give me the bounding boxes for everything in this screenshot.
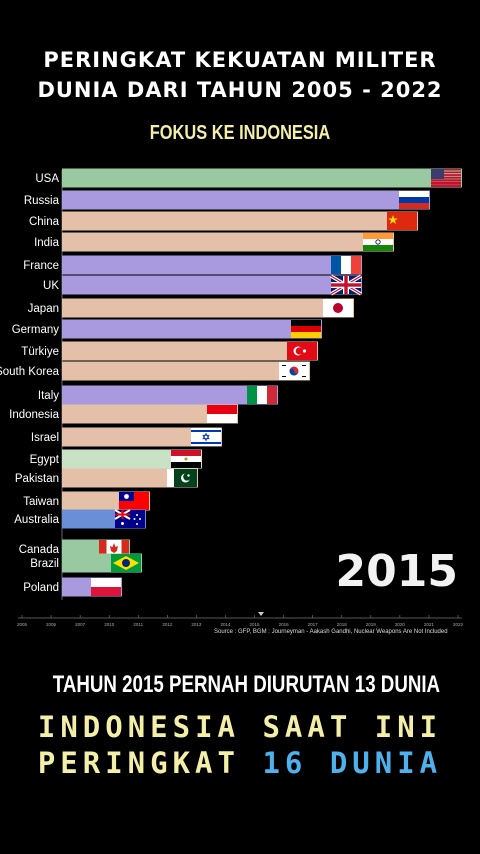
x-tick-label-2022: 2022 xyxy=(453,622,464,627)
taiwan-flag-icon xyxy=(119,492,149,510)
x-tick-label-2011: 2011 xyxy=(133,622,143,627)
label-usa: USA xyxy=(35,173,59,185)
year-label: 2015 xyxy=(335,546,458,597)
subtitle: FOKUS KE INDONESIA xyxy=(149,122,331,144)
bar-russia xyxy=(62,190,430,210)
brazil-flag-icon xyxy=(111,554,141,572)
bar-israel xyxy=(62,427,222,447)
x-tick-label-2020: 2020 xyxy=(395,622,406,627)
turkey-flag-icon xyxy=(287,342,317,360)
bar-india xyxy=(62,232,394,252)
pakistan-flag-icon xyxy=(167,469,197,487)
caption-current-rank: PERINGKAT 16 DUNIA xyxy=(0,746,480,780)
title-line-1: PERINGKAT KEKUATAN MILITER xyxy=(43,48,437,72)
label-china: China xyxy=(29,216,60,228)
bar-south-korea xyxy=(62,361,310,381)
x-tick-label-2007: 2007 xyxy=(75,622,86,627)
label-canada: Canada xyxy=(19,544,60,556)
label-france: France xyxy=(23,260,59,272)
x-tick-label-2021: 2021 xyxy=(424,622,435,627)
italy-flag-icon xyxy=(247,386,277,404)
bar-usa xyxy=(62,168,462,188)
label-russia: Russia xyxy=(24,195,60,207)
germany-flag-icon xyxy=(291,320,321,338)
poland-flag-icon xyxy=(91,578,121,596)
us-flag-icon xyxy=(431,169,461,187)
label-australia: Australia xyxy=(14,514,59,526)
label-brazil: Brazil xyxy=(30,558,59,570)
india-flag-icon xyxy=(363,233,393,251)
bar-germany xyxy=(62,319,322,339)
label-south-korea: South Korea xyxy=(0,366,60,378)
israel-flag-icon xyxy=(191,428,221,446)
timeline-marker xyxy=(258,612,264,616)
x-tick-label-2012: 2012 xyxy=(162,622,173,627)
uk-flag-icon xyxy=(330,274,362,296)
bar-egypt xyxy=(62,449,202,469)
indonesia-flag-icon xyxy=(207,405,237,423)
label-italy: Italy xyxy=(38,390,59,402)
label-india: India xyxy=(34,237,60,249)
bar-indonesia xyxy=(62,404,238,424)
x-tick-label-2014: 2014 xyxy=(220,622,231,627)
label-t-rkiye: Türkiye xyxy=(21,346,59,358)
caption-rank-2015: TAHUN 2015 PERNAH DIURUTAN 13 DUNIA xyxy=(52,671,441,698)
label-taiwan: Taiwan xyxy=(23,496,59,508)
caption-current-line: INDONESIA SAAT INI xyxy=(37,710,443,744)
bar-japan xyxy=(62,298,354,318)
x-tick-label-2015: 2015 xyxy=(250,622,261,627)
label-poland: Poland xyxy=(23,582,59,594)
x-tick-label-2017: 2017 xyxy=(308,622,319,627)
bar-uk xyxy=(62,275,362,295)
bar-italy xyxy=(62,385,278,405)
label-indonesia: Indonesia xyxy=(9,409,59,421)
x-tick-label-2005: 2005 xyxy=(17,622,28,627)
bar-china xyxy=(62,211,418,231)
china-flag-icon xyxy=(387,212,417,230)
australia-flag-icon xyxy=(114,509,145,528)
south-korea-flag-icon xyxy=(279,362,309,380)
source-note: Source : GFP, BGM : Journeyman - Aakash … xyxy=(214,629,448,635)
bar-pakistan xyxy=(62,468,198,488)
label-pakistan: Pakistan xyxy=(15,473,59,485)
label-uk: UK xyxy=(43,280,59,292)
russia-flag-icon xyxy=(399,191,429,209)
x-tick-label-2019: 2019 xyxy=(366,622,377,627)
label-japan: Japan xyxy=(28,303,59,315)
japan-flag-icon xyxy=(323,299,353,317)
bar-chart: USA Russia China India France UK Japan Germany T… xyxy=(0,168,464,627)
label-germany: Germany xyxy=(12,324,60,336)
france-flag-icon xyxy=(331,256,361,274)
x-tick-label-2010: 2010 xyxy=(104,622,115,627)
caption-rank-prefix: PERINGKAT xyxy=(37,746,263,780)
bar-t-rkiye xyxy=(62,341,318,361)
label-egypt: Egypt xyxy=(30,454,60,466)
caption-rank-highlight: 16 DUNIA xyxy=(262,746,443,780)
x-tick-label-2018: 2018 xyxy=(337,622,348,627)
x-tick-label-2013: 2013 xyxy=(191,622,202,627)
label-israel: Israel xyxy=(31,432,59,444)
egypt-flag-icon xyxy=(171,450,201,468)
bar-france xyxy=(62,255,362,275)
title-line-2: DUNIA DARI TAHUN 2005 - 2022 xyxy=(37,78,443,102)
x-tick-label-2016: 2016 xyxy=(279,622,290,627)
x-tick-label-2006: 2006 xyxy=(46,622,57,627)
